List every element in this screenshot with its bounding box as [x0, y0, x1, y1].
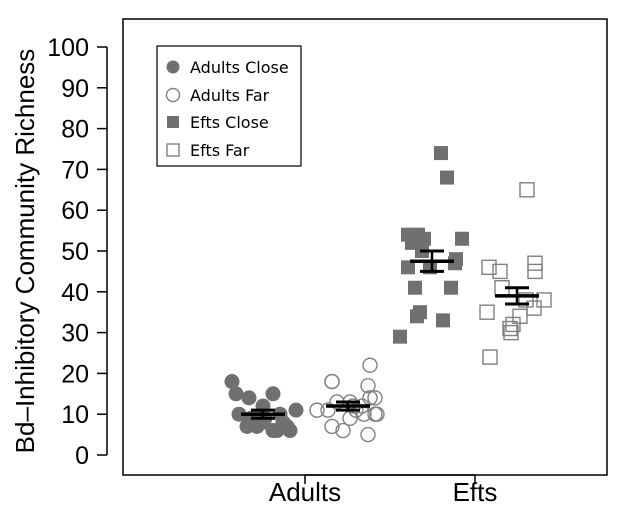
data-point: [479, 304, 495, 320]
mean-error-bars: [241, 249, 539, 420]
y-tick-label: 50: [61, 238, 89, 266]
y-tick-label: 10: [61, 401, 89, 429]
y-axis-title: Bd–Inhibitory Community Richness: [10, 49, 40, 454]
data-point: [393, 329, 407, 344]
data-point: [440, 170, 454, 185]
data-point: [335, 422, 351, 439]
legend-marker: [166, 143, 180, 157]
data-point: [518, 292, 534, 308]
data-point: [408, 280, 422, 295]
legend-item: Adults Close: [166, 58, 289, 77]
y-tick-label: 40: [61, 279, 89, 307]
data-point: [503, 324, 519, 341]
y-tick-label: 80: [61, 116, 89, 144]
data-point: [228, 386, 244, 402]
legend-label: Efts Far: [190, 141, 250, 160]
y-tick-label: 30: [61, 320, 89, 348]
data-point: [482, 349, 498, 365]
data-point: [502, 320, 518, 337]
data-point: [413, 305, 427, 320]
y-tick-label: 20: [61, 360, 89, 388]
data-point: [481, 259, 497, 276]
y-axis: 0 10 20 30 40 50 60 70 80 90 100: [47, 34, 108, 470]
data-point: [434, 146, 448, 161]
data-point: [519, 182, 535, 198]
data-point: [455, 231, 469, 246]
data-point: [324, 418, 340, 435]
x-axis: Adults Efts: [269, 474, 498, 506]
data-point: [449, 252, 463, 267]
data-point: [526, 300, 542, 316]
data-point: [241, 390, 257, 406]
data-point: [265, 386, 281, 402]
data-point: [360, 377, 376, 394]
mean-error-bar: [326, 400, 370, 412]
data-point: [324, 373, 340, 390]
mean-error-bar: [410, 249, 454, 273]
data-point: [401, 260, 415, 275]
data-point: [492, 263, 508, 280]
y-tick-label: 100: [47, 34, 89, 62]
data-point: [369, 406, 385, 422]
data-point: [444, 280, 458, 295]
legend: Adults Close Adults Far Efts Close Efts Far: [156, 45, 302, 167]
legend-item: Efts Close: [167, 113, 269, 132]
data-point: [527, 255, 543, 271]
y-tick-label: 0: [75, 442, 89, 470]
data-point: [282, 423, 298, 439]
data-point: [367, 390, 383, 406]
y-tick-label: 60: [61, 197, 89, 225]
legend-label: Adults Far: [190, 86, 270, 105]
legend-marker: [166, 60, 180, 74]
legend-item: Efts Far: [166, 141, 250, 160]
data-point: [224, 374, 240, 390]
y-tick-label: 90: [61, 75, 89, 103]
data-point: [512, 308, 528, 324]
legend-label: Adults Close: [190, 58, 289, 77]
legend-box: [156, 45, 302, 167]
y-tick-label: 70: [61, 156, 89, 184]
data-point: [360, 426, 376, 443]
data-point: [436, 313, 450, 328]
legend-label: Efts Close: [190, 113, 269, 132]
data-point: [417, 231, 431, 246]
data-point: [288, 402, 304, 418]
data-point: [231, 406, 247, 422]
data-points: [224, 146, 552, 443]
mean-error-bar: [241, 408, 285, 420]
legend-marker: [165, 87, 181, 103]
mean-error-bar: [495, 286, 539, 306]
data-point: [309, 402, 325, 418]
legend-item: Adults Far: [165, 86, 270, 105]
data-point: [362, 357, 378, 373]
legend-marker: [167, 116, 179, 128]
data-point: [320, 402, 336, 418]
data-point: [527, 263, 543, 280]
data-point: [536, 292, 552, 308]
x-category-label: Efts: [453, 477, 498, 506]
x-category-label: Adults: [269, 477, 341, 506]
